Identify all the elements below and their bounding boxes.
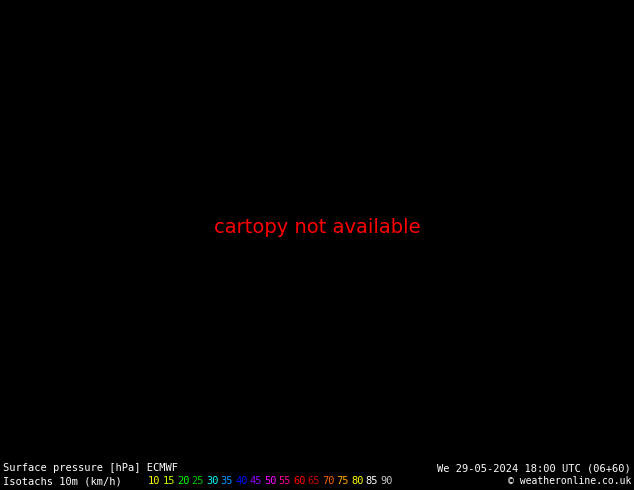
Text: 65: 65 — [307, 476, 320, 486]
Text: Isotachs 10m (km/h): Isotachs 10m (km/h) — [3, 476, 122, 486]
Text: 55: 55 — [278, 476, 291, 486]
Text: 25: 25 — [191, 476, 204, 486]
Text: 30: 30 — [206, 476, 219, 486]
Text: 20: 20 — [177, 476, 190, 486]
Text: Surface pressure [hPa] ECMWF: Surface pressure [hPa] ECMWF — [3, 463, 178, 473]
Text: cartopy not available: cartopy not available — [214, 218, 420, 237]
Text: 75: 75 — [337, 476, 349, 486]
Text: 35: 35 — [221, 476, 233, 486]
Text: © weatheronline.co.uk: © weatheronline.co.uk — [508, 476, 631, 486]
Text: 90: 90 — [380, 476, 392, 486]
Text: We 29-05-2024 18:00 UTC (06+60): We 29-05-2024 18:00 UTC (06+60) — [437, 463, 631, 473]
Text: 50: 50 — [264, 476, 276, 486]
Text: 15: 15 — [162, 476, 175, 486]
Text: 85: 85 — [365, 476, 378, 486]
Text: 80: 80 — [351, 476, 363, 486]
Text: 10: 10 — [148, 476, 160, 486]
Text: 45: 45 — [250, 476, 262, 486]
Text: 60: 60 — [293, 476, 306, 486]
Text: 40: 40 — [235, 476, 247, 486]
Text: 70: 70 — [322, 476, 335, 486]
